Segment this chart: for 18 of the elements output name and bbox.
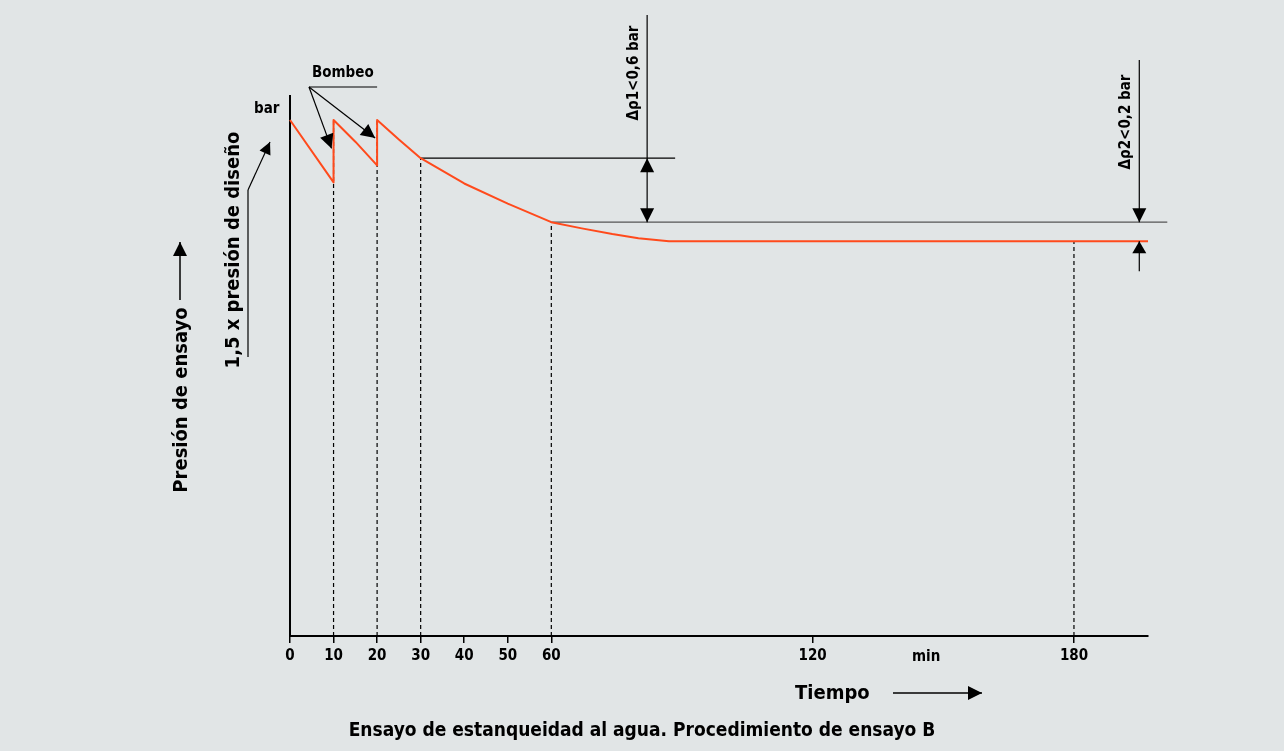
y-axis-title: Presión de ensayo	[168, 307, 192, 493]
text: Bombeo	[312, 63, 374, 81]
text: min	[912, 647, 941, 665]
x-tick-label: 40	[454, 645, 474, 664]
x-tick-label: 60	[541, 645, 561, 664]
x-tick-label: 20	[367, 645, 387, 664]
x-tick-label: 50	[498, 645, 518, 664]
x-axis-title: Tiempo	[795, 680, 870, 704]
text: 1,5 x presión de diseño	[220, 131, 244, 369]
x-tick-label: 30	[411, 645, 431, 664]
x-tick-label: 0	[285, 645, 295, 664]
x-tick-label: 180	[1059, 645, 1089, 664]
annotation: Δρ2<0,2 bar	[1116, 74, 1135, 170]
text: Ensayo de estanqueidad al agua. Procedimiento de ensayo B	[348, 718, 936, 740]
x-tick-label: 10	[324, 645, 343, 664]
text: bar	[254, 99, 280, 117]
x-tick-label: 120	[798, 645, 827, 664]
annotation: Δρ1<0,6 bar	[624, 25, 643, 121]
